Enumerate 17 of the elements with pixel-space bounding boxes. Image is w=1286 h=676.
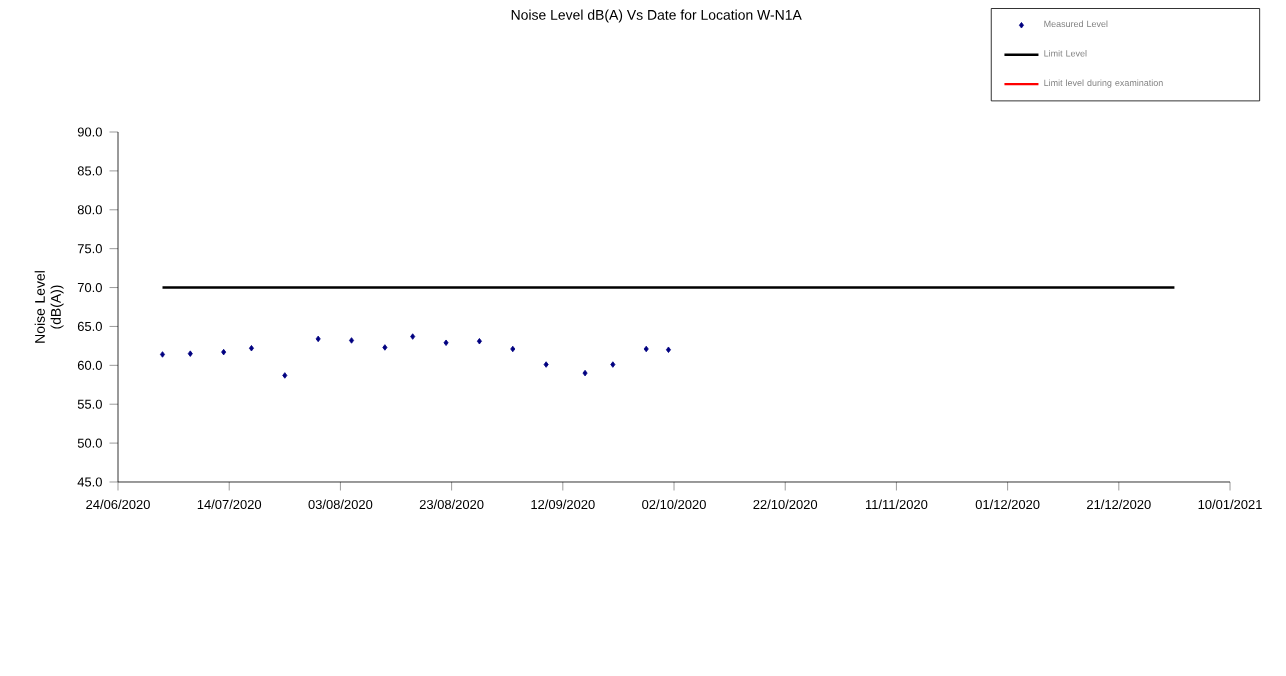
point [349,337,355,344]
point [443,339,449,346]
point [643,345,649,353]
point [476,338,482,345]
point [221,348,227,356]
point [582,369,588,377]
point [187,350,193,357]
point [510,345,516,353]
point [248,345,254,352]
point [543,361,549,368]
point [282,372,288,379]
point [159,351,165,358]
point [665,346,671,353]
point [315,335,321,343]
point [410,333,416,340]
point [610,361,616,368]
point [382,344,388,351]
